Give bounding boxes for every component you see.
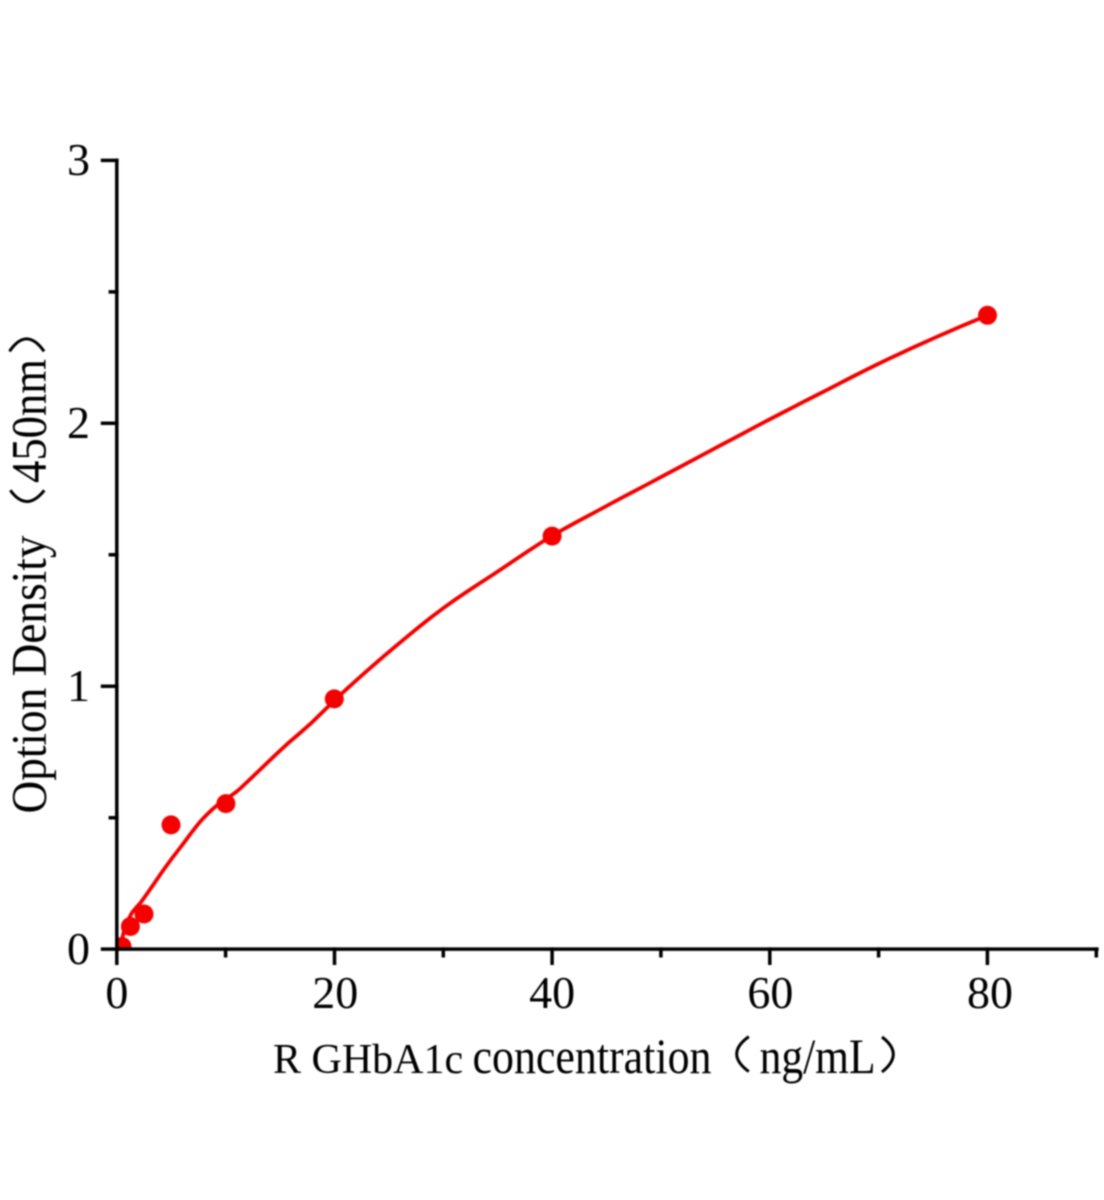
svg-text:3: 3 (67, 134, 90, 185)
svg-text:20: 20 (312, 967, 358, 1018)
svg-text:Option Density: Option Density (1, 536, 57, 814)
svg-text:40: 40 (529, 967, 575, 1018)
svg-text:1: 1 (67, 660, 90, 711)
svg-text:450nm: 450nm (1, 359, 57, 483)
svg-text:2: 2 (67, 397, 90, 448)
svg-text:R GHbA1c: R GHbA1c (273, 1037, 463, 1083)
svg-text:concentration: concentration (473, 1028, 712, 1084)
svg-text:0: 0 (67, 923, 90, 974)
svg-text:80: 80 (967, 967, 1013, 1018)
svg-text:ng/mL: ng/mL (760, 1028, 876, 1084)
svg-text:0: 0 (105, 967, 128, 1018)
svg-text:60: 60 (747, 967, 793, 1018)
